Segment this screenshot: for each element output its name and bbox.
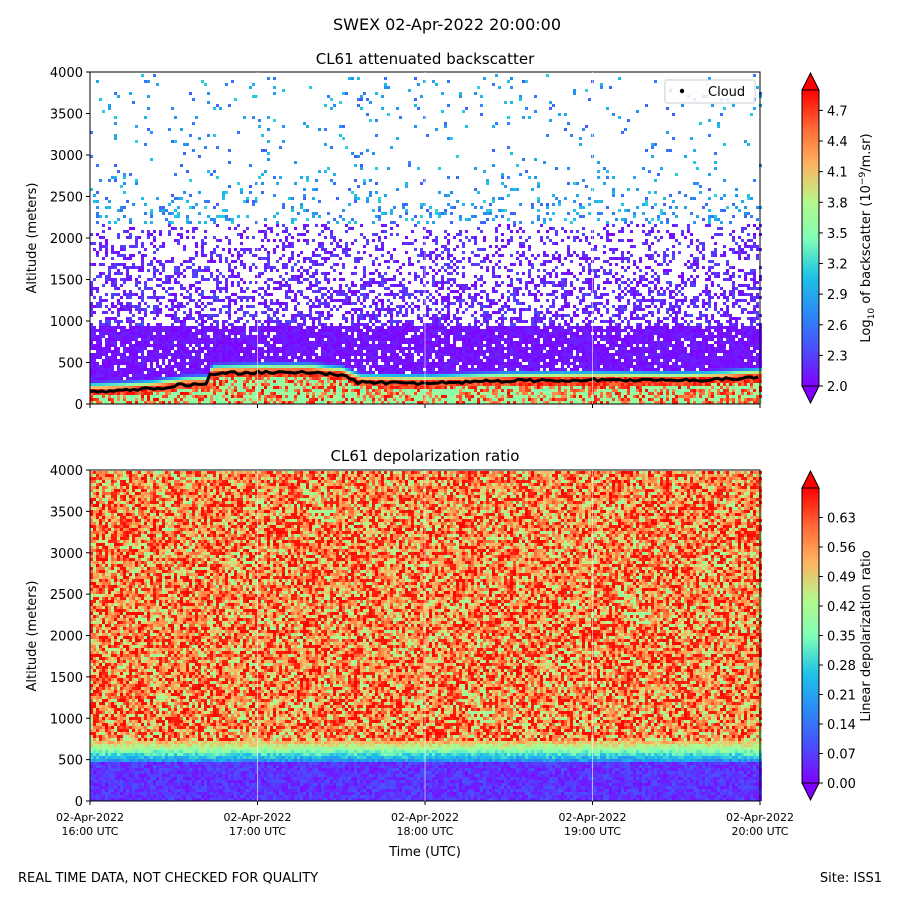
quality-disclaimer: REAL TIME DATA, NOT CHECKED FOR QUALITY [18, 871, 318, 886]
colorbar-tick-label: 0.56 [827, 541, 856, 556]
y-tick-label: 2000 [50, 630, 83, 645]
depolarization-heatmap [90, 471, 762, 801]
y-tick-label: 3500 [50, 108, 83, 123]
backscatter-colorbar: 2.0 2.3 2.6 2.9 3.2 3.5 3.8 4.1 4.4 4.7 [802, 73, 848, 403]
y-tick-label: 500 [58, 357, 83, 372]
colorbar-tick-label: 0.07 [827, 748, 856, 763]
y-tick-label: 4000 [50, 66, 83, 81]
colorbar-tick-label: 0.21 [827, 689, 856, 704]
colorbar-tick-label: 0.00 [827, 777, 856, 792]
depolarization-colorbar-label: Linear depolarization ratio [859, 550, 874, 721]
suptitle: SWEX 02-Apr-2022 20:00:00 [333, 15, 561, 34]
x-tick-date: 02-Apr-2022 [391, 811, 459, 824]
y-tick-label: 1000 [50, 712, 83, 727]
colorbar-tick-label: 4.1 [827, 166, 848, 181]
x-tick-time: 17:00 UTC [229, 825, 286, 838]
colorbar-tick-label: 0.63 [827, 512, 856, 527]
y-tick-label: 2000 [50, 232, 83, 247]
y-tick-label: 4000 [50, 464, 83, 479]
backscatter-panel: CL61 attenuated backscatter 0 500 1000 1500… [25, 50, 877, 413]
y-tick-label: 1500 [50, 671, 83, 686]
cloud-legend-marker [680, 89, 684, 93]
depolarization-ylabel: Altitude (meters) [25, 581, 40, 692]
y-tick-label: 3000 [50, 149, 83, 164]
colorbar-tick-label: 3.2 [827, 258, 848, 273]
backscatter-ylabel: Altitude (meters) [25, 183, 40, 294]
depolarization-title: CL61 depolarization ratio [331, 447, 520, 465]
colorbar-tick-label: 0.28 [827, 659, 856, 674]
x-tick-date: 02-Apr-2022 [56, 811, 124, 824]
x-tick-time: 19:00 UTC [564, 825, 621, 838]
colorbar-tick-label: 0.35 [827, 630, 856, 645]
colorbar-tick-label: 0.42 [827, 600, 856, 615]
colorbar-tick-label: 2.0 [827, 380, 848, 395]
colorbar-tick-label: 3.5 [827, 227, 848, 242]
colorbar-tick-label: 4.7 [827, 104, 848, 119]
y-tick-label: 500 [58, 754, 83, 769]
colorbar-tick-label: 4.4 [827, 135, 848, 150]
y-tick-label: 2500 [50, 588, 83, 603]
x-tick-date: 02-Apr-2022 [726, 811, 794, 824]
colorbar-tick-label: 2.6 [827, 319, 848, 334]
depolarization-panel: CL61 depolarization ratio 0 500 1000 1500 20… [25, 447, 874, 810]
depolarization-colorbar: 0.00 0.07 0.14 0.21 0.28 0.35 0.42 0.49 0.56 0.63 [802, 471, 856, 800]
cloud-legend-label: Cloud [708, 85, 745, 100]
y-tick-label: 2500 [50, 191, 83, 206]
backscatter-title: CL61 attenuated backscatter [316, 50, 535, 68]
y-tick-label: 3000 [50, 547, 83, 562]
colorbar-tick-label: 2.3 [827, 349, 848, 364]
x-tick-time: 16:00 UTC [61, 825, 118, 838]
figure: SWEX 02-Apr-2022 20:00:00 CL61 attenuate… [0, 0, 900, 900]
x-tick-time: 20:00 UTC [731, 825, 788, 838]
x-tick-date: 02-Apr-2022 [223, 811, 291, 824]
y-tick-label: 3500 [50, 505, 83, 520]
y-tick-label: 0 [75, 795, 83, 810]
colorbar-tick-label: 3.8 [827, 196, 848, 211]
y-tick-label: 0 [75, 398, 83, 413]
y-tick-label: 1500 [50, 274, 83, 289]
legend: Cloud [665, 80, 755, 103]
time-axis-label: Time (UTC) [388, 845, 461, 860]
colorbar-tick-label: 2.9 [827, 288, 848, 303]
backscatter-colorbar-label: Log10 of backscatter (10−9/m.sr) [858, 133, 877, 342]
colorbar-tick-label: 0.14 [827, 718, 856, 733]
x-tick-time: 18:00 UTC [396, 825, 453, 838]
y-tick-label: 1000 [50, 315, 83, 330]
colorbar-tick-label: 0.49 [827, 571, 856, 586]
site-label: Site: ISS1 [820, 871, 882, 886]
backscatter-heatmap [90, 74, 762, 404]
x-tick-date: 02-Apr-2022 [558, 811, 626, 824]
